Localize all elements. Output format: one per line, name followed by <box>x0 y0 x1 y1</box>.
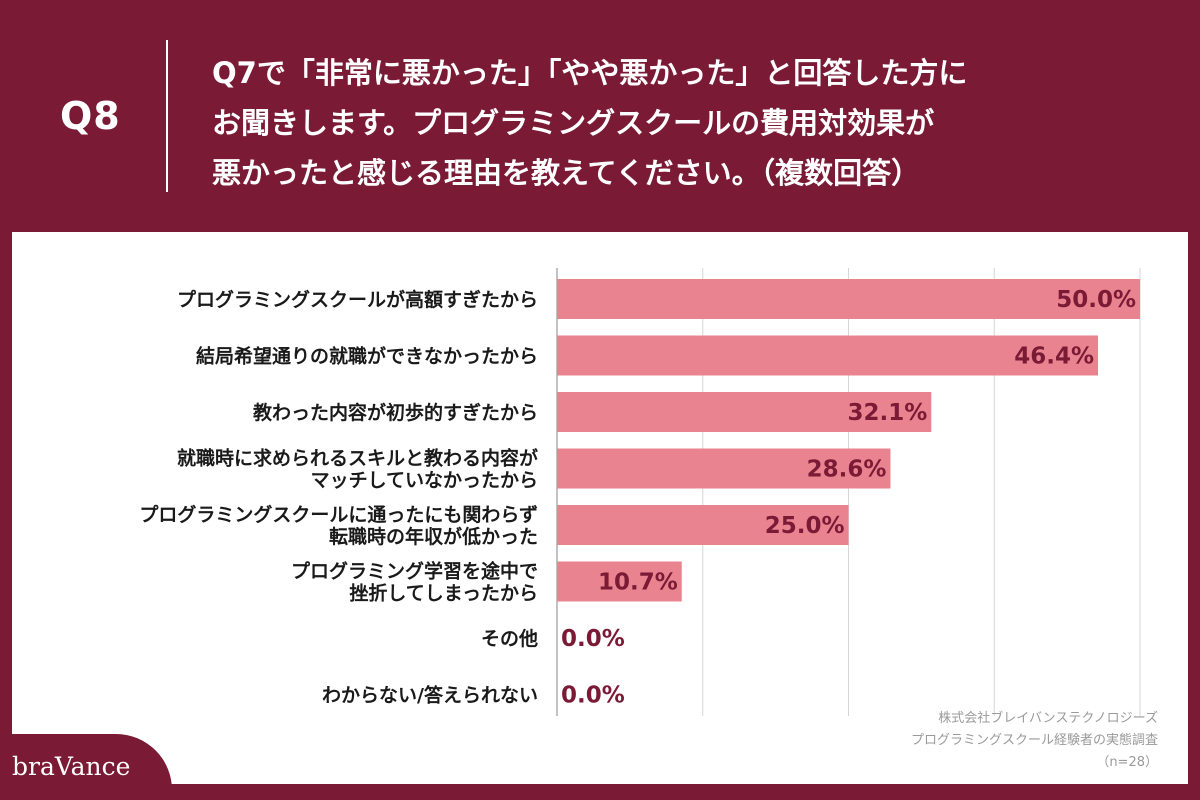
category-label: マッチしていなかったから <box>311 470 538 492</box>
data-label: 10.7% <box>598 570 678 596</box>
category-label: 就職時に求められるスキルと教わる内容が <box>177 447 538 470</box>
source-company: 株式会社ブレイバンステクノロジーズ <box>938 711 1158 726</box>
source-sample-size: （n=28） <box>1096 755 1158 770</box>
bar <box>557 561 682 602</box>
question-line: Q7で「非常に悪かった」「やや悪かった」と回答した方に <box>212 56 968 90</box>
data-label: 0.0% <box>561 626 625 652</box>
bar <box>557 392 932 432</box>
data-label: 32.1% <box>847 400 927 426</box>
source-note: 株式会社ブレイバンステクノロジーズ プログラミングスクール経験者の実態調査 （n… <box>911 708 1158 774</box>
data-label: 25.0% <box>765 513 845 539</box>
category-label: プログラミングスクールに通ったにも関わらず <box>139 503 538 526</box>
data-label: 28.6% <box>807 457 887 483</box>
category-label: 挫折してしまったから <box>349 583 538 605</box>
bar <box>557 279 1140 319</box>
header: Q8 Q7で「非常に悪かった」「やや悪かった」と回答した方に お聞きします。プロ… <box>0 0 1200 232</box>
source-survey: プログラミングスクール経験者の実態調査 <box>910 733 1158 748</box>
brand-tab <box>0 734 172 800</box>
question-number: Q8 <box>60 94 121 138</box>
category-label: わからない/答えられない <box>322 684 538 707</box>
category-label: その他 <box>481 627 538 650</box>
category-label: プログラミング学習を途中で <box>291 560 538 583</box>
bar-chart: 50.0% プログラミングスクールが高額すぎたから 46.4% 結局希望通りの就職がで… <box>139 268 1141 716</box>
header-divider <box>166 40 168 192</box>
data-label: 46.4% <box>1014 344 1094 370</box>
category-label: 転職時の年収が低かった <box>329 525 538 548</box>
data-label: 0.0% <box>561 683 625 709</box>
category-label: 結局希望通りの就職ができなかったから <box>196 345 538 368</box>
chart-panel: 50.0% プログラミングスクールが高額すぎたから 46.4% 結局希望通りの就職がで… <box>12 232 1188 784</box>
question-line: お聞きします。プログラミングスクールの費用対効果が <box>212 106 935 140</box>
bar <box>557 448 891 489</box>
category-label: プログラミングスクールが高額すぎたから <box>177 288 538 311</box>
bar <box>557 335 1099 376</box>
data-label: 50.0% <box>1056 287 1136 313</box>
category-label: 教わった内容が初歩的すぎたから <box>253 401 538 424</box>
bar <box>557 505 849 545</box>
brand-logo: braVance <box>12 752 131 781</box>
question-text: Q7で「非常に悪かった」「やや悪かった」と回答した方に お聞きします。プログラミ… <box>212 48 1172 198</box>
question-line: 悪かったと感じる理由を教えてください。（複数回答） <box>212 156 921 190</box>
